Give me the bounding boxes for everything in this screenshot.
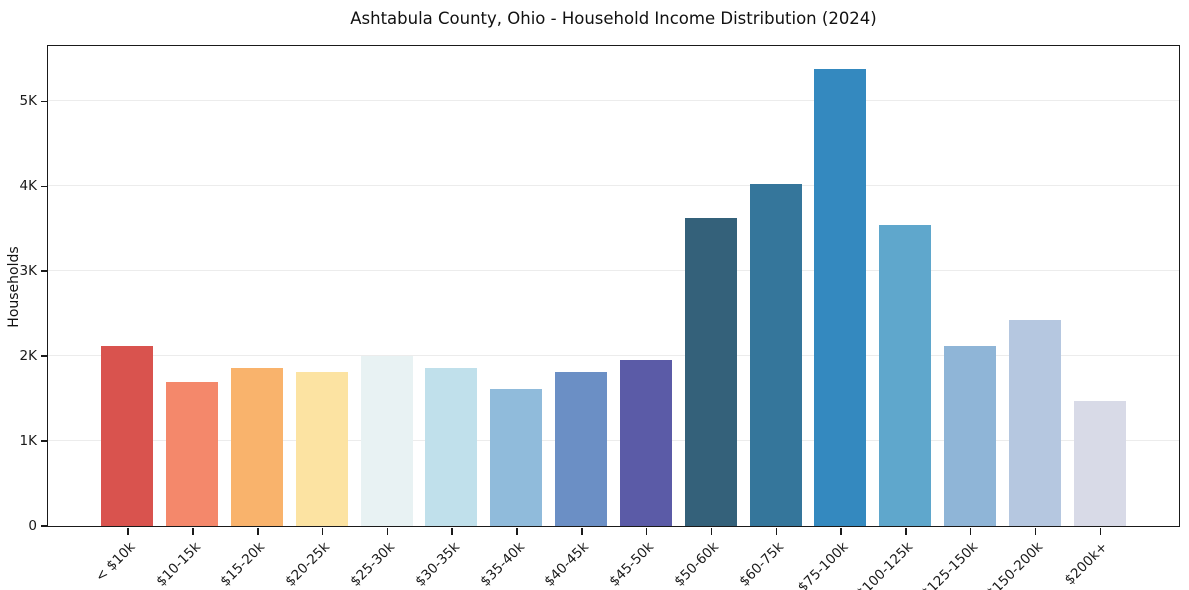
x-tick-label: $60-75k <box>736 539 787 590</box>
gridline-2K <box>48 354 1179 357</box>
x-tick-label: $10-15k <box>152 539 204 590</box>
bar-slot-$10-15k: $10-15k <box>153 46 225 590</box>
x-tick-mark <box>516 527 518 535</box>
bars-row: < $10k $10-15k $15-20k $20-25k $25-30k $30-35… <box>48 46 1179 590</box>
x-tick-mark <box>1099 527 1102 535</box>
x-tick-label: $20-25k <box>282 539 334 590</box>
x-tick-label: $40-45k <box>541 539 593 590</box>
bar-$150-200k <box>1008 319 1061 526</box>
y-tick-mark <box>41 355 48 357</box>
bar-slot-$100-125k: $100-125k <box>854 46 938 590</box>
x-tick-label: $150-200k <box>983 539 1047 590</box>
y-tick-mark <box>41 185 48 187</box>
x-tick-label: $35-40k <box>476 539 528 590</box>
x-tick-mark <box>775 527 778 535</box>
bar-$10-15k <box>166 382 219 526</box>
y-tick-mark <box>41 440 48 442</box>
bar-$125-150k <box>943 345 996 526</box>
y-tick-label: 2K <box>19 348 37 365</box>
bar-$60-75k <box>749 184 802 526</box>
x-tick-mark <box>192 527 194 535</box>
x-tick-mark <box>840 527 842 535</box>
bar-slot-$125-150k: $125-150k <box>918 46 1003 590</box>
gridline-5K <box>48 99 1179 102</box>
x-tick-mark <box>127 527 129 535</box>
bar-slot-$200k+: $200k+ <box>1062 46 1132 588</box>
y-tick-label: 1K <box>19 433 37 450</box>
x-tick-mark <box>321 527 324 535</box>
bar-$30-35k <box>425 367 478 526</box>
bar-slot-$45-50k: $45-50k <box>607 46 679 590</box>
x-tick-mark <box>645 527 648 535</box>
bar-slot-$75-100k: $75-100k <box>795 46 873 590</box>
x-tick-mark <box>905 527 907 535</box>
x-tick-label: $30-35k <box>412 539 463 590</box>
bar-$15-20k <box>231 367 284 526</box>
bar-$20-25k <box>295 371 348 526</box>
bar-slot-$30-35k: $30-35k <box>412 46 484 590</box>
y-tick-label: 0 <box>28 518 37 534</box>
x-tick-label: $200k+ <box>1061 539 1111 589</box>
x-tick-label: < $10k <box>92 539 139 586</box>
bar-slot-$40-45k: $40-45k <box>542 46 614 590</box>
x-tick-mark <box>1034 527 1037 535</box>
bar-$200k+ <box>1073 401 1126 526</box>
bar-$100-125k <box>879 225 932 526</box>
bar-$25-30k <box>360 356 413 526</box>
gridline-1K <box>48 439 1179 442</box>
bar-slot-$35-40k: $35-40k <box>477 46 549 590</box>
x-tick-label: $15-20k <box>217 539 269 590</box>
x-tick-mark <box>969 527 972 535</box>
x-tick-label: $25-30k <box>347 539 398 590</box>
bar-$35-40k <box>490 389 543 526</box>
bar-slot-$150-200k: $150-200k <box>983 46 1067 590</box>
bar-$45-50k <box>619 360 672 526</box>
x-tick-mark <box>710 527 713 535</box>
x-tick-label: $125-150k <box>918 539 982 590</box>
bar-$50-60k <box>684 218 737 526</box>
y-axis-label: Households <box>6 246 22 328</box>
bar-$75-100k <box>814 68 867 526</box>
x-tick-label: $45-50k <box>606 539 658 590</box>
y-tick-label: 4K <box>19 178 37 195</box>
bar-slot-$50-60k: $50-60k <box>671 46 743 590</box>
x-tick-label: $75-100k <box>794 539 852 590</box>
gridline-4K <box>48 184 1179 187</box>
bar-slot-$15-20k: $15-20k <box>218 46 290 590</box>
y-tick-mark <box>41 270 48 272</box>
bar-slot-$20-25k: $20-25k <box>282 46 354 590</box>
chart-title: Ashtabula County, Ohio - Household Incom… <box>350 9 877 28</box>
y-tick-label: 3K <box>19 263 37 280</box>
x-tick-label: $100-125k <box>853 539 917 590</box>
bar-slot-$25-30k: $25-30k <box>347 46 419 590</box>
x-tick-mark <box>386 527 389 535</box>
bar-< $10k <box>101 345 154 526</box>
plot-area: < $10k $10-15k $15-20k $20-25k $25-30k $30-35… <box>20 45 1180 590</box>
y-tick-mark <box>41 100 48 102</box>
bar-slot-< $10k: < $10k <box>93 46 160 585</box>
y-tick-label: 5K <box>19 93 37 110</box>
x-tick-mark <box>581 527 583 535</box>
x-tick-mark <box>451 527 453 535</box>
x-tick-label: $50-60k <box>671 539 723 590</box>
bar-slot-$60-75k: $60-75k <box>736 46 808 590</box>
bar-$40-45k <box>555 371 608 526</box>
y-tick-mark <box>41 525 48 527</box>
gridline-3K <box>48 269 1179 272</box>
x-tick-mark <box>257 527 259 535</box>
